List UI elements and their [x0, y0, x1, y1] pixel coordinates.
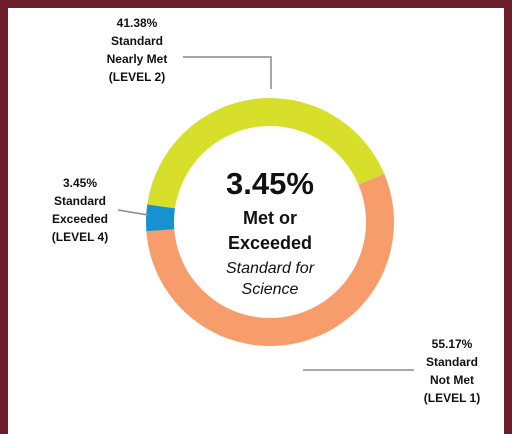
center-subtitle: Standard for — [226, 260, 315, 277]
donut-segment — [147, 97, 385, 209]
category-label: (LEVEL 2) — [109, 70, 165, 84]
category-label: Not Met — [430, 373, 474, 387]
data-label: 41.38% — [117, 16, 158, 30]
leader-line — [117, 209, 149, 216]
donut-segment — [146, 173, 394, 346]
donut-segment — [146, 204, 175, 232]
category-label: (LEVEL 1) — [424, 391, 480, 405]
leader-line — [183, 56, 272, 89]
center-value: 3.45% — [226, 166, 314, 201]
data-label: 3.45% — [63, 176, 97, 190]
category-label: (LEVEL 4) — [52, 230, 108, 244]
center-title: Met or — [243, 208, 297, 228]
center-title: Exceeded — [228, 233, 312, 253]
center-subtitle: Science — [242, 281, 299, 298]
category-label: Standard — [54, 194, 106, 208]
category-label: Standard — [426, 355, 478, 369]
category-label: Standard — [111, 34, 163, 48]
data-label: 55.17% — [432, 337, 473, 351]
category-label: Exceeded — [52, 212, 108, 226]
category-label: Nearly Met — [107, 52, 168, 66]
